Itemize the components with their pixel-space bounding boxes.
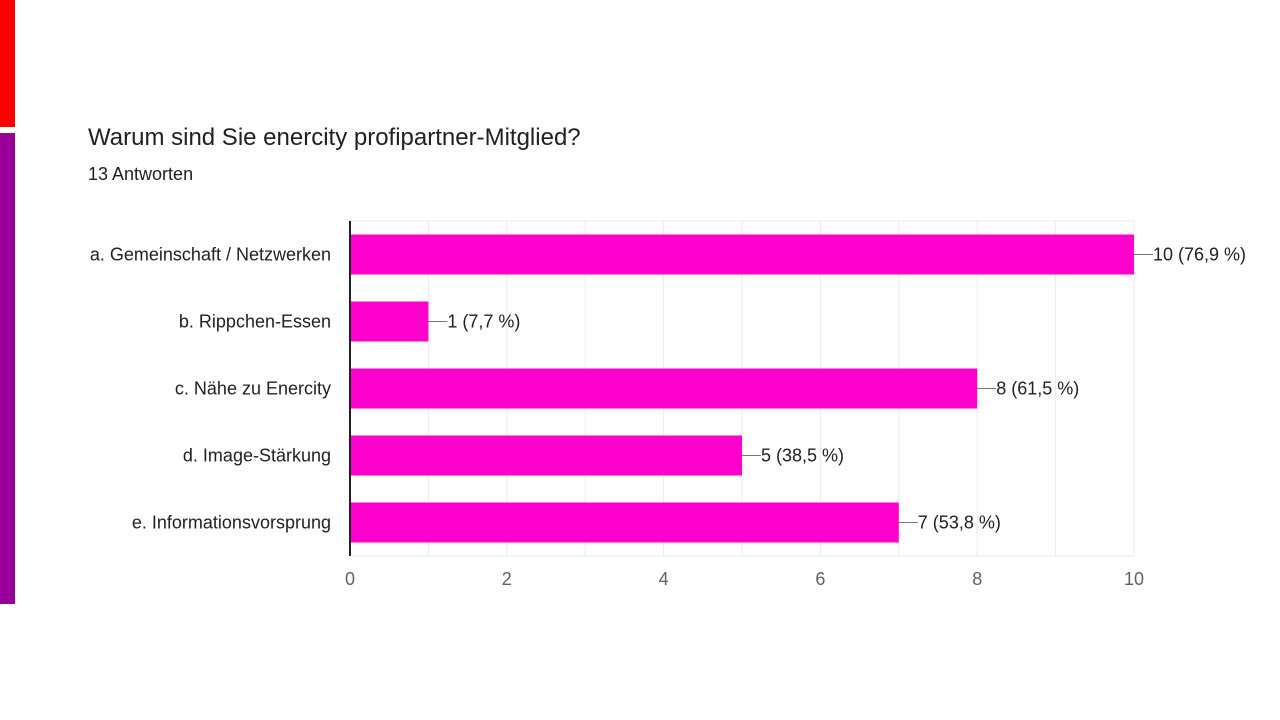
x-tick-label: 4 (659, 569, 669, 589)
bar (350, 502, 899, 543)
response-count: 13 Antworten (88, 164, 194, 184)
x-tick-label: 6 (815, 569, 825, 589)
chart-title: Warum sind Sie enercity profipartner-Mit… (88, 124, 581, 151)
data-label: 7 (53,8 %) (918, 513, 1001, 533)
category-label: e. Informationsvorsprung (132, 513, 331, 533)
data-label: 5 (38,5 %) (761, 446, 844, 466)
category-label: b. Rippchen-Essen (179, 312, 331, 332)
category-label: a. Gemeinschaft / Netzwerken (90, 245, 331, 265)
bar (350, 435, 742, 476)
bar (350, 234, 1134, 275)
accent-bar-purple (0, 133, 15, 604)
accent-bar-red (0, 0, 15, 127)
x-tick-label: 10 (1124, 569, 1144, 589)
x-tick-label: 0 (345, 569, 355, 589)
category-label: d. Image-Stärkung (183, 446, 331, 466)
data-label: 10 (76,9 %) (1153, 245, 1246, 265)
bar (350, 368, 978, 409)
data-label: 8 (61,5 %) (996, 379, 1079, 399)
x-tick-label: 8 (972, 569, 982, 589)
category-label: c. Nähe zu Enercity (175, 379, 331, 399)
x-tick-label: 2 (502, 569, 512, 589)
bar (350, 301, 429, 342)
data-label: 1 (7,7 %) (447, 312, 520, 332)
